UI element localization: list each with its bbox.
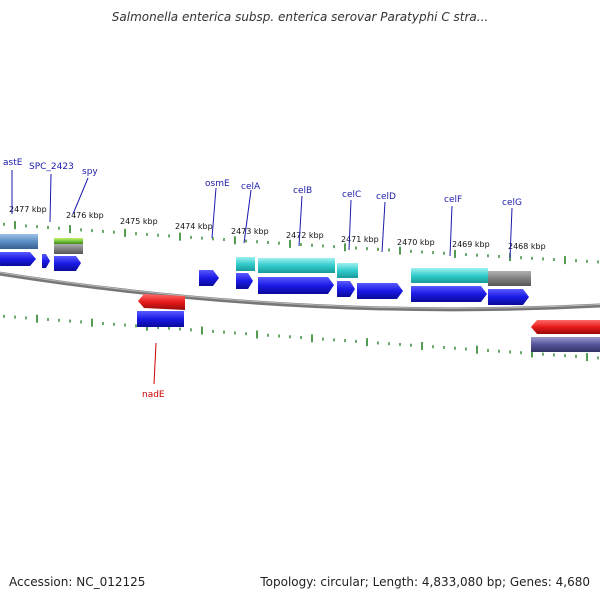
scale-label: 2472 kbp: [286, 231, 324, 240]
gene-label[interactable]: celG: [502, 198, 522, 208]
scale-label: 2476 kbp: [66, 211, 104, 220]
gene-arrow[interactable]: [0, 252, 36, 266]
gene-arrow[interactable]: [236, 273, 253, 289]
gene-arrow[interactable]: [357, 283, 403, 299]
gene-arrow[interactable]: [337, 281, 355, 297]
gene-label[interactable]: celB: [293, 186, 312, 196]
gene-arrow[interactable]: [411, 286, 487, 302]
gene-arrow-reverse[interactable]: [138, 294, 185, 310]
cds-feature[interactable]: [0, 234, 38, 249]
gene-label[interactable]: celA: [241, 182, 261, 192]
scale-label: 2475 kbp: [120, 217, 158, 226]
gene-arrow[interactable]: [258, 277, 334, 294]
genome-summary-text: Topology: circular; Length: 4,833,080 bp…: [260, 575, 590, 589]
scale-label: 2468 kbp: [508, 242, 546, 251]
scale-label: 2474 kbp: [175, 222, 213, 231]
cds-feature[interactable]: [531, 337, 600, 352]
cds-feature[interactable]: [411, 268, 488, 283]
cds-feature[interactable]: [258, 258, 335, 273]
gene-label[interactable]: osmE: [205, 179, 230, 189]
scale-ticks-forward: [3, 221, 599, 265]
gene-label[interactable]: astE: [3, 158, 23, 168]
gene-label[interactable]: celD: [376, 192, 396, 202]
forward-genes: [0, 252, 529, 305]
accession-text: Accession: NC_012125: [9, 575, 146, 589]
scale-label: 2473 kbp: [231, 227, 269, 236]
gene-label[interactable]: spy: [82, 167, 98, 177]
gene-label[interactable]: celF: [444, 195, 462, 205]
cds-feature[interactable]: [488, 271, 531, 286]
gene-arrow[interactable]: [199, 270, 219, 286]
genome-title: Salmonella enterica subsp. enterica sero…: [111, 10, 489, 24]
gene-arrow[interactable]: [488, 289, 529, 305]
cds-feature[interactable]: [54, 244, 83, 254]
reverse-genes: [137, 294, 600, 352]
label-leaders: [11, 170, 513, 385]
cds-feature[interactable]: [137, 311, 184, 327]
cds-features: [0, 234, 531, 286]
scale-ticks-reverse: [3, 314, 599, 362]
gene-arrow-reverse[interactable]: [531, 320, 600, 334]
chromosome-backbone: [0, 271, 600, 312]
cds-feature[interactable]: [54, 238, 83, 244]
scale-label: 2469 kbp: [452, 240, 490, 249]
cds-feature[interactable]: [236, 257, 255, 271]
scale-labels: 2477 kbp 2476 kbp 2475 kbp 2474 kbp 2473…: [9, 205, 546, 251]
gene-labels: astE SPC_2423 spy osmE celA celB celC ce…: [3, 158, 522, 400]
scale-label: 2471 kbp: [341, 235, 379, 244]
gene-arrow[interactable]: [54, 256, 81, 271]
gene-label[interactable]: celC: [342, 190, 361, 200]
gene-arrow[interactable]: [42, 254, 50, 268]
gene-label[interactable]: SPC_2423: [29, 162, 74, 172]
gene-label[interactable]: nadE: [142, 390, 165, 400]
scale-label: 2470 kbp: [397, 238, 435, 247]
scale-label: 2477 kbp: [9, 205, 47, 214]
cds-feature[interactable]: [337, 263, 358, 278]
